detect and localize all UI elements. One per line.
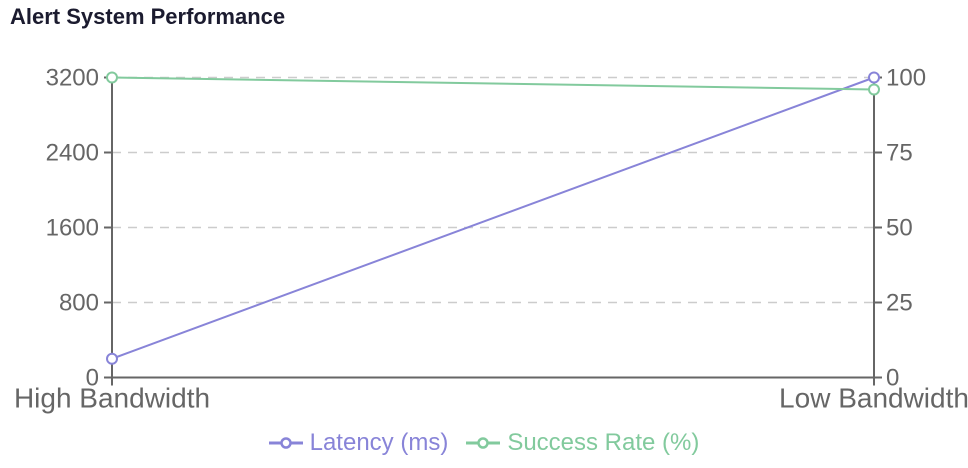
chart-legend: Latency (ms) Success Rate (%) (0, 429, 968, 457)
left-y-tick-label: 0 (86, 365, 99, 392)
right-y-tick-label: 0 (886, 365, 899, 392)
right-y-tick-label: 75 (886, 140, 913, 167)
x-tick-label: Low Bandwidth (779, 383, 968, 414)
data-point-marker (106, 71, 118, 84)
legend-circle (477, 437, 490, 449)
legend-label: Latency (ms) (309, 429, 449, 456)
series-line (111, 76, 875, 91)
chart-title: Alert System Performance (10, 4, 286, 29)
legend-circle (279, 437, 292, 449)
series-line (111, 76, 875, 360)
legend-line-marker-icon (268, 437, 303, 449)
x-tick-label: High Bandwidth (14, 383, 210, 414)
legend-line-marker-icon (466, 437, 501, 449)
left-y-tick-label: 2400 (46, 140, 99, 167)
data-point-marker (868, 71, 880, 84)
left-y-tick-label: 1600 (46, 215, 99, 242)
left-y-tick-label: 800 (59, 290, 99, 317)
right-y-tick-label: 50 (886, 215, 913, 242)
data-point-marker (868, 83, 880, 96)
right-y-tick-label: 25 (886, 290, 913, 317)
legend-item: Latency (ms) (268, 429, 449, 457)
left-y-tick-label: 3200 (46, 65, 99, 92)
line-chart: 0 800 1600 2400 3200 0 25 50 75 100 High Bandwidth… (14, 65, 968, 414)
right-y-tick-label: 100 (886, 65, 926, 92)
legend-item: Success Rate (%) (466, 429, 699, 457)
data-point-marker (106, 352, 118, 365)
legend-label: Success Rate (%) (507, 429, 700, 456)
